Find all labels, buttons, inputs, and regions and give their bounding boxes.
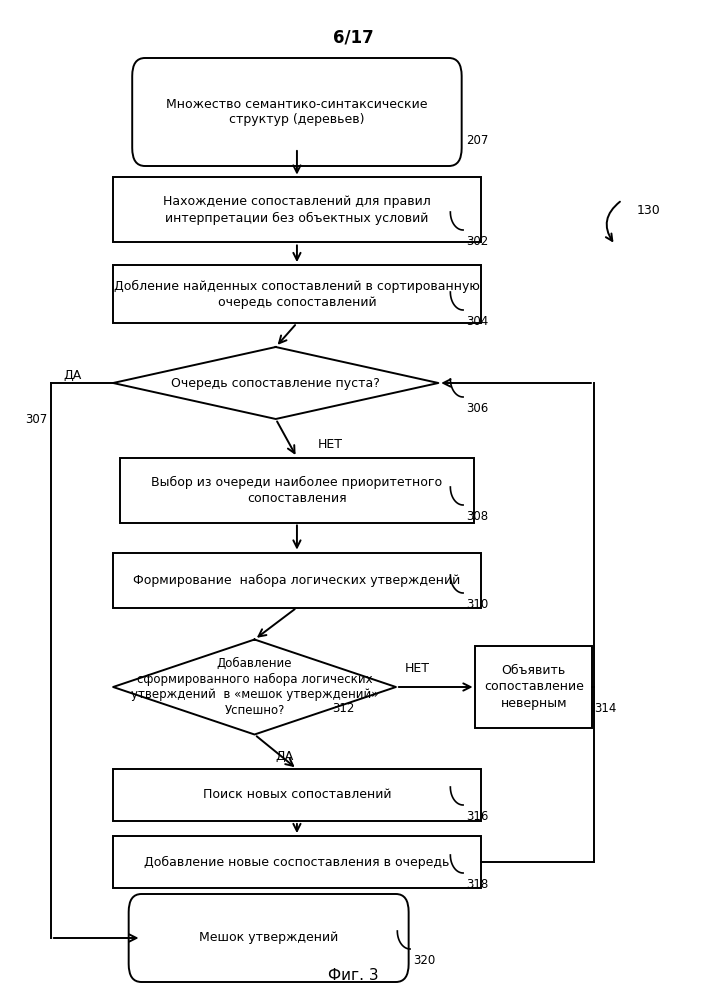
Text: 207: 207 [467,134,489,147]
Text: Объявить
сопоставление
неверным: Объявить сопоставление неверным [484,664,584,710]
Text: 314: 314 [594,702,617,715]
Text: 130: 130 [636,204,660,217]
Text: Множество семантико-синтаксические
структур (деревьев): Множество семантико-синтаксические струк… [166,98,428,126]
Text: 307: 307 [25,413,47,426]
Text: 6/17: 6/17 [333,29,374,47]
Bar [113,265,481,323]
Text: 318: 318 [467,878,489,891]
Text: 320: 320 [414,954,436,967]
FancyBboxPatch shape [129,894,409,982]
Text: Формирование  набора логических утверждений: Формирование набора логических утвержден… [134,573,460,587]
Text: Фиг. 3: Фиг. 3 [328,968,379,982]
Text: 302: 302 [467,235,489,248]
Bar [113,769,481,821]
Text: Нахождение сопоставлений для правил
интерпретации без объектных условий: Нахождение сопоставлений для правил инте… [163,195,431,225]
Text: 308: 308 [467,510,489,523]
Text: ДА: ДА [63,368,81,381]
Text: Поиск новых сопоставлений: Поиск новых сопоставлений [203,788,391,802]
Polygon shape [113,347,438,419]
Text: 310: 310 [467,598,489,611]
Bar [113,552,481,608]
Text: Добление найденных сопоставлений в сортированную
очередь сопоставлений: Добление найденных сопоставлений в сорти… [114,279,480,309]
Text: Выбор из очереди наиболее приоритетного
сопоставления: Выбор из очереди наиболее приоритетного … [151,475,443,505]
Bar [113,178,481,242]
Text: ДА: ДА [276,750,294,763]
Bar [113,836,481,888]
Text: Добавление
сформированного набора логических
утверждений  в «мешок утверждений»
: Добавление сформированного набора логиче… [131,657,378,717]
Text: 316: 316 [467,810,489,823]
Text: 304: 304 [467,315,489,328]
Text: НЕТ: НЕТ [404,662,429,675]
Text: Очередь сопоставление пуста?: Очередь сопоставление пуста? [171,376,380,389]
Text: 312: 312 [332,702,355,715]
Polygon shape [113,640,396,734]
Text: Добавление новые соспоставления в очередь: Добавление новые соспоставления в очеред… [144,855,450,869]
FancyBboxPatch shape [132,58,462,166]
Bar [120,458,474,522]
Text: Мешок утверждений: Мешок утверждений [199,932,338,944]
Text: НЕТ: НЕТ [318,438,343,451]
Text: 306: 306 [467,402,489,415]
Bar [475,646,592,728]
